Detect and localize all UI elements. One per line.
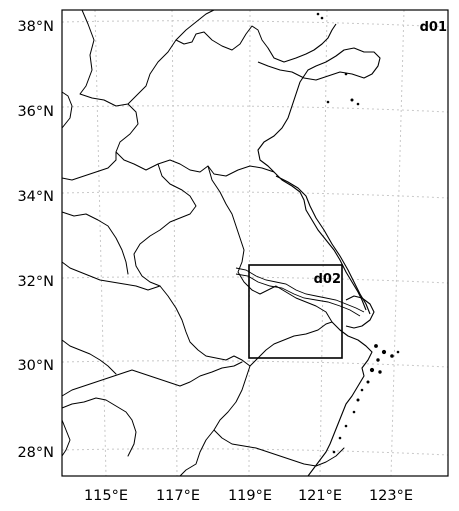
boundary-henan-anhui [133, 163, 197, 287]
island [366, 380, 370, 384]
boundary-hebei-north [79, 9, 215, 107]
boundary-beijing [175, 25, 269, 51]
lat-tick-label: 34°N [17, 189, 54, 205]
boundary-hubei-west [61, 339, 117, 375]
coast-zhejiang [307, 321, 373, 477]
domain-label-d01: d01 [420, 20, 447, 35]
lat-tick-label: 32°N [17, 274, 54, 290]
gridline-lat-38 [61, 20, 449, 28]
longitude-axis: 115°E 117°E 119°E 121°E 123°E [84, 488, 413, 504]
gridline-lat-28 [61, 448, 449, 456]
boundary-shanxi-henan [61, 151, 117, 181]
island [390, 354, 394, 358]
lon-tick-label: 117°E [156, 488, 200, 504]
island [332, 450, 336, 454]
boundary-hebei-shandong [115, 103, 275, 177]
lat-tick-label: 38°N [17, 19, 54, 35]
lat-tick-label: 36°N [17, 104, 54, 120]
island [326, 100, 330, 104]
coast-bohai [267, 23, 337, 63]
island [356, 398, 360, 402]
gridline-lon-115 [94, 9, 107, 477]
island [396, 350, 400, 354]
coast-jiangsu [273, 171, 367, 311]
boundary-shanxi [61, 91, 73, 129]
island [344, 424, 348, 428]
gridline-lon-123 [390, 9, 405, 477]
island [316, 12, 320, 16]
gridline-lon-121 [319, 9, 328, 477]
island [376, 358, 380, 362]
gridline-lat-34 [61, 191, 449, 199]
coast-shandong [257, 47, 381, 173]
boundary-anhui-zhejiang [249, 321, 333, 367]
lon-tick-label: 115°E [84, 488, 128, 504]
gridline-lat-36 [61, 105, 449, 113]
domain-d02-box [248, 264, 343, 359]
gridline-lon-119 [248, 9, 251, 477]
map-frame [61, 9, 449, 477]
gridline-lon-117 [171, 9, 178, 477]
island [374, 344, 378, 348]
island [381, 349, 387, 355]
islands [316, 12, 400, 454]
island [344, 72, 348, 76]
province-boundaries [61, 9, 381, 477]
island [360, 388, 364, 392]
lon-tick-label: 121°E [298, 488, 342, 504]
island [352, 410, 356, 414]
lon-tick-label: 123°E [369, 488, 413, 504]
island [369, 367, 375, 373]
island [350, 98, 354, 102]
domain-label-d02: d02 [314, 272, 341, 287]
gridline-lat-30 [61, 360, 449, 368]
latitude-axis: 38°N 36°N 34°N 32°N 30°N 28°N [17, 19, 54, 461]
boundary-hubei-jiangxi [61, 361, 243, 397]
boundary-anhui-jiangsu [207, 165, 333, 323]
coast-shanghai [345, 295, 375, 329]
graticule [61, 9, 449, 477]
boundary-west-edge [61, 419, 71, 457]
island [378, 370, 382, 374]
island [320, 16, 324, 20]
boundary-anhui-hubei [159, 285, 251, 367]
coast-jiangsu-outer [275, 175, 371, 315]
boundary-henan-hubei [61, 261, 161, 291]
yangtze-river [235, 267, 365, 313]
boundary-shaanxi-henan [61, 211, 129, 275]
boundary-zhejiang-fujian [213, 429, 345, 467]
boundary-jiangxi-zhejiang [179, 365, 251, 477]
boundary-hunan-jiangxi [61, 397, 137, 457]
lat-tick-label: 30°N [17, 358, 54, 374]
lon-tick-label: 119°E [228, 488, 272, 504]
gridline-lat-32 [61, 276, 449, 284]
island [338, 436, 342, 440]
lat-tick-label: 28°N [17, 445, 54, 461]
island [356, 102, 360, 106]
